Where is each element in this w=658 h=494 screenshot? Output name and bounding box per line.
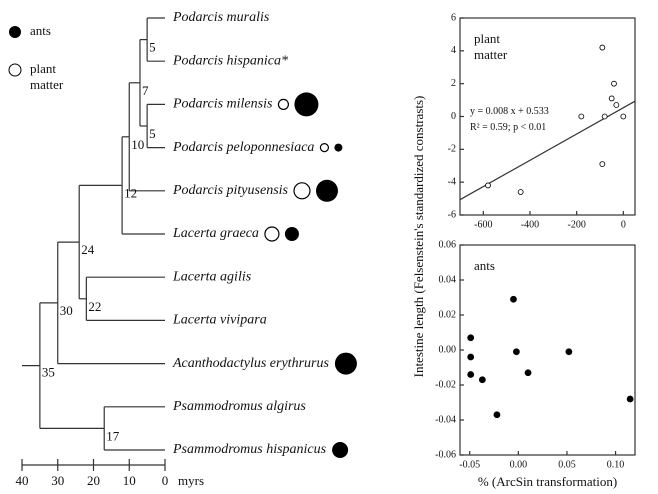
plant-marker (264, 226, 280, 242)
y-tick-label: 6 (451, 12, 456, 23)
point (599, 161, 606, 168)
point (599, 44, 606, 51)
ants-marker (315, 179, 338, 202)
x-tick-label: -600 (474, 219, 492, 230)
node-label: 10 (131, 137, 144, 152)
y-tick-label: -0.06 (435, 449, 456, 460)
taxon-label: Podarcis milensis (172, 97, 273, 112)
annotation: ants (474, 258, 495, 273)
node-label: 17 (106, 428, 120, 443)
taxon-label: Lacerta agilis (172, 269, 252, 284)
legend-plant: plant (30, 61, 56, 76)
point (493, 411, 501, 419)
plot-frame (459, 244, 636, 456)
y-tick-label: -0.02 (435, 379, 456, 390)
y-tick-label: 0.02 (439, 309, 457, 320)
point (467, 353, 475, 361)
point (611, 80, 617, 87)
y-axis-label: Intestine length (Felsenstein's standard… (411, 96, 426, 378)
y-tick-label: -6 (448, 209, 456, 220)
x-tick-label: -400 (521, 219, 539, 230)
point (613, 102, 620, 108)
fit-annotation: y = 0.008 x + 0.533 (470, 106, 549, 117)
y-tick-label: 0.04 (439, 274, 457, 285)
node-label: 22 (88, 299, 101, 314)
y-tick-label: -4 (448, 176, 456, 187)
ants-marker (334, 352, 357, 375)
node-label: 24 (81, 242, 95, 257)
taxon-label: Acanthodactylus erythrurus (172, 356, 329, 371)
plant-marker (277, 98, 290, 111)
point (524, 369, 532, 377)
x-axis-label: % (ArcSin transformation) (478, 474, 617, 489)
node-label: 12 (124, 185, 137, 200)
annotation: plant (474, 31, 500, 46)
y-tick-label: 0.00 (439, 344, 457, 355)
legend-ants-symbol (9, 26, 21, 38)
x-tick-label: -0.05 (459, 459, 480, 470)
point (467, 371, 475, 378)
point (626, 395, 634, 403)
ants-marker (332, 442, 349, 458)
plant-marker (293, 182, 311, 200)
node-label: 30 (60, 303, 73, 318)
point (478, 376, 486, 384)
x-axis-label: myrs (178, 473, 204, 488)
x-tick-label: -200 (567, 219, 585, 230)
taxon-label: Lacerta graeca (172, 226, 259, 241)
ants-marker (284, 227, 299, 241)
x-tick-label: 0 (621, 219, 626, 230)
point (565, 348, 573, 356)
y-tick-label: 0.06 (439, 239, 457, 250)
x-tick-label: 20 (87, 473, 100, 488)
legend-plant-symbol (8, 63, 22, 77)
node-label: 5 (149, 40, 156, 55)
fit-annotation: R² = 0.59; p < 0.01 (470, 122, 546, 133)
taxon-label: Podarcis hispanica* (172, 53, 288, 68)
y-tick-label: 0 (451, 111, 456, 122)
node-label: 5 (149, 126, 156, 141)
taxon-label: Lacerta vivipara (172, 313, 267, 328)
taxon-label: Psammodromus hispanicus (172, 442, 327, 457)
plant-marker (319, 143, 330, 153)
x-tick-label: 40 (16, 473, 29, 488)
point (601, 113, 608, 120)
x-tick-label: 0.10 (607, 459, 625, 470)
y-tick-label: -0.04 (435, 414, 456, 425)
legend-ants: ants (30, 23, 51, 38)
legend-plant: matter (30, 77, 64, 92)
x-tick-label: 10 (123, 473, 136, 488)
x-tick-label: 0.05 (558, 459, 576, 470)
y-tick-label: 4 (451, 45, 456, 56)
point (485, 182, 491, 189)
x-tick-label: 0.00 (510, 459, 528, 470)
point (512, 348, 520, 356)
point (578, 113, 585, 120)
x-tick-label: 0 (162, 473, 169, 488)
ants-marker (294, 92, 319, 117)
y-tick-label: 2 (451, 78, 456, 89)
point (517, 189, 524, 195)
taxon-label: Psammodromus algirus (172, 399, 306, 414)
node-label: 7 (142, 83, 149, 98)
taxon-label: Podarcis pityusensis (172, 183, 289, 198)
point (467, 334, 475, 342)
node-label: 35 (42, 365, 55, 380)
annotation: matter (474, 47, 508, 62)
y-tick-label: -2 (448, 144, 456, 155)
taxon-label: Podarcis muralis (172, 10, 270, 25)
ants-marker (334, 143, 343, 152)
point (620, 113, 627, 120)
point (510, 295, 517, 303)
x-tick-label: 30 (51, 473, 64, 488)
taxon-label: Podarcis peloponnesiaca (172, 140, 314, 155)
point (608, 95, 615, 102)
